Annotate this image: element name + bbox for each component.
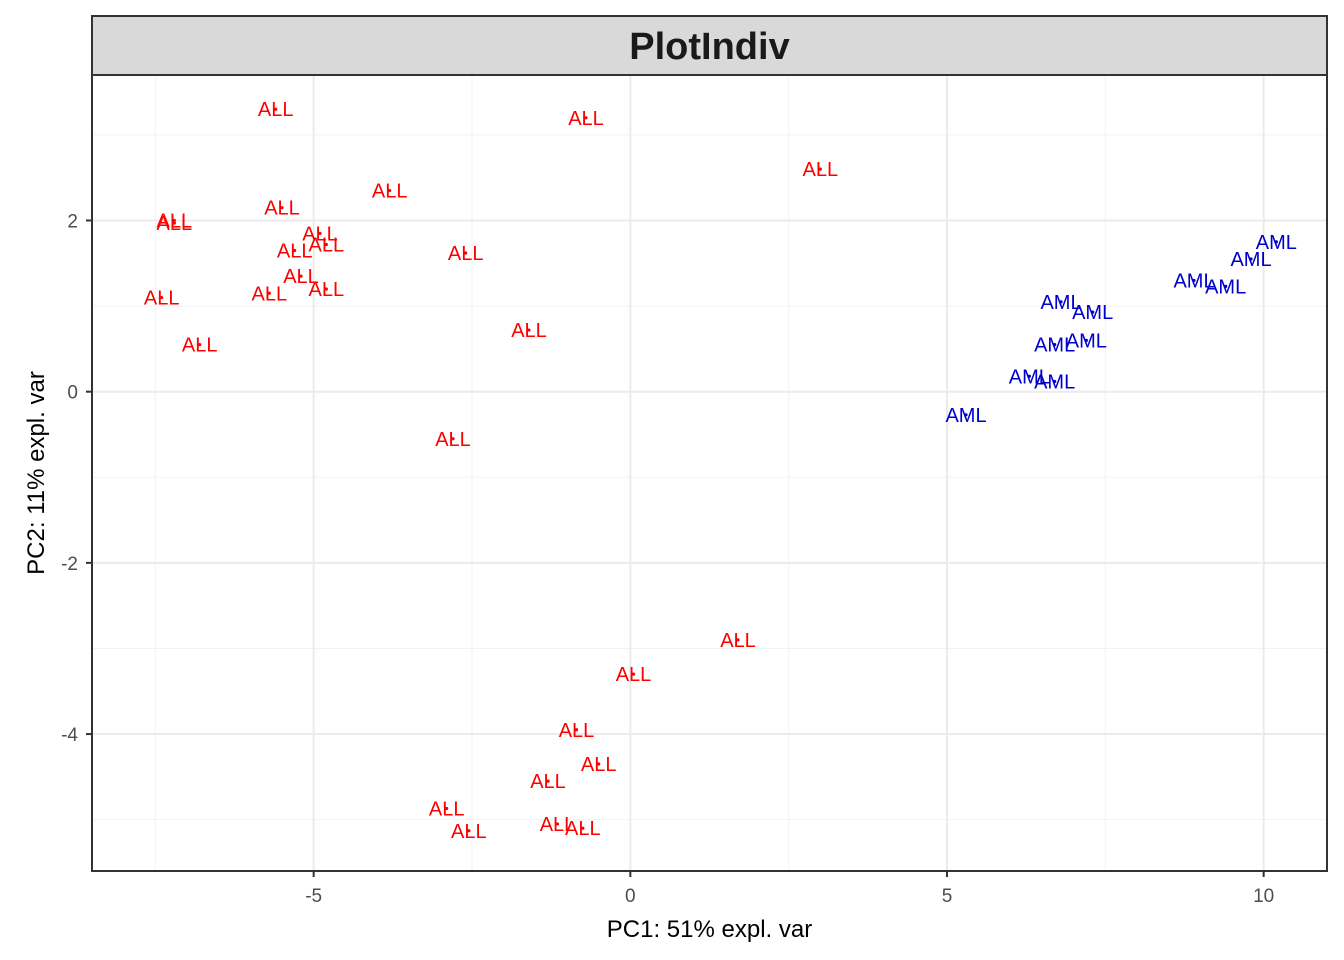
point-marker-all xyxy=(597,762,601,766)
point-marker-aml xyxy=(1274,240,1278,244)
point-marker-all xyxy=(160,295,164,300)
point-marker-all xyxy=(818,167,822,171)
x-tick-label: 0 xyxy=(625,886,636,907)
point-marker-all xyxy=(172,218,176,223)
point-marker-aml xyxy=(1053,343,1057,347)
point-marker-aml xyxy=(1224,284,1228,289)
point-marker-all xyxy=(324,242,328,247)
point-marker-all xyxy=(736,638,740,642)
panel-border xyxy=(91,74,1328,872)
grid-lines xyxy=(92,75,1327,871)
point-marker-all xyxy=(172,221,176,225)
point-marker-all xyxy=(299,274,303,278)
point-marker-all xyxy=(555,822,560,826)
point-marker-aml xyxy=(1053,379,1057,384)
point-marker-all xyxy=(274,107,278,111)
x-tick-label: 10 xyxy=(1253,886,1274,907)
point-marker-all xyxy=(631,672,636,676)
point-marker-all xyxy=(280,206,284,210)
axes: -5 0 5 10 -4 -2 0 2 xyxy=(61,212,1274,907)
y-axis-title: PC2: 11% expl. var xyxy=(23,371,50,575)
point-marker-all xyxy=(293,248,297,253)
point-marker-all xyxy=(464,251,468,255)
plot-panel xyxy=(92,75,1327,871)
point-marker-aml xyxy=(1059,300,1063,304)
point-marker-aml xyxy=(964,413,968,417)
point-marker-all xyxy=(546,779,550,783)
y-tick-label: 0 xyxy=(67,383,78,404)
title-strip xyxy=(91,15,1328,76)
point-marker-aml xyxy=(1192,278,1196,283)
point-marker-all xyxy=(267,291,271,295)
y-tick-label: 2 xyxy=(67,212,78,233)
point-marker-all xyxy=(581,826,585,830)
point-marker-all xyxy=(318,231,322,235)
point-marker-all xyxy=(388,188,392,193)
point-marker-all xyxy=(445,806,449,811)
y-tick-label: -2 xyxy=(61,554,78,575)
point-marker-all xyxy=(467,829,471,833)
point-marker-aml xyxy=(1027,374,1031,378)
point-marker-aml xyxy=(1091,310,1095,314)
y-tick-label: -4 xyxy=(61,725,78,746)
point-marker-all xyxy=(574,728,579,732)
point-marker-all xyxy=(527,328,531,332)
point-marker-all xyxy=(324,287,328,291)
point-marker-all xyxy=(584,116,588,120)
point-marker-all xyxy=(198,343,202,347)
point-marker-all xyxy=(451,437,455,441)
chart-title: PlotIndiv xyxy=(629,26,789,68)
point-marker-aml xyxy=(1084,338,1088,342)
point-marker-aml xyxy=(1249,257,1253,261)
x-tick-label: 5 xyxy=(942,886,953,907)
x-tick-label: -5 xyxy=(305,886,322,907)
x-axis-title: PC1: 51% expl. var xyxy=(607,916,812,943)
